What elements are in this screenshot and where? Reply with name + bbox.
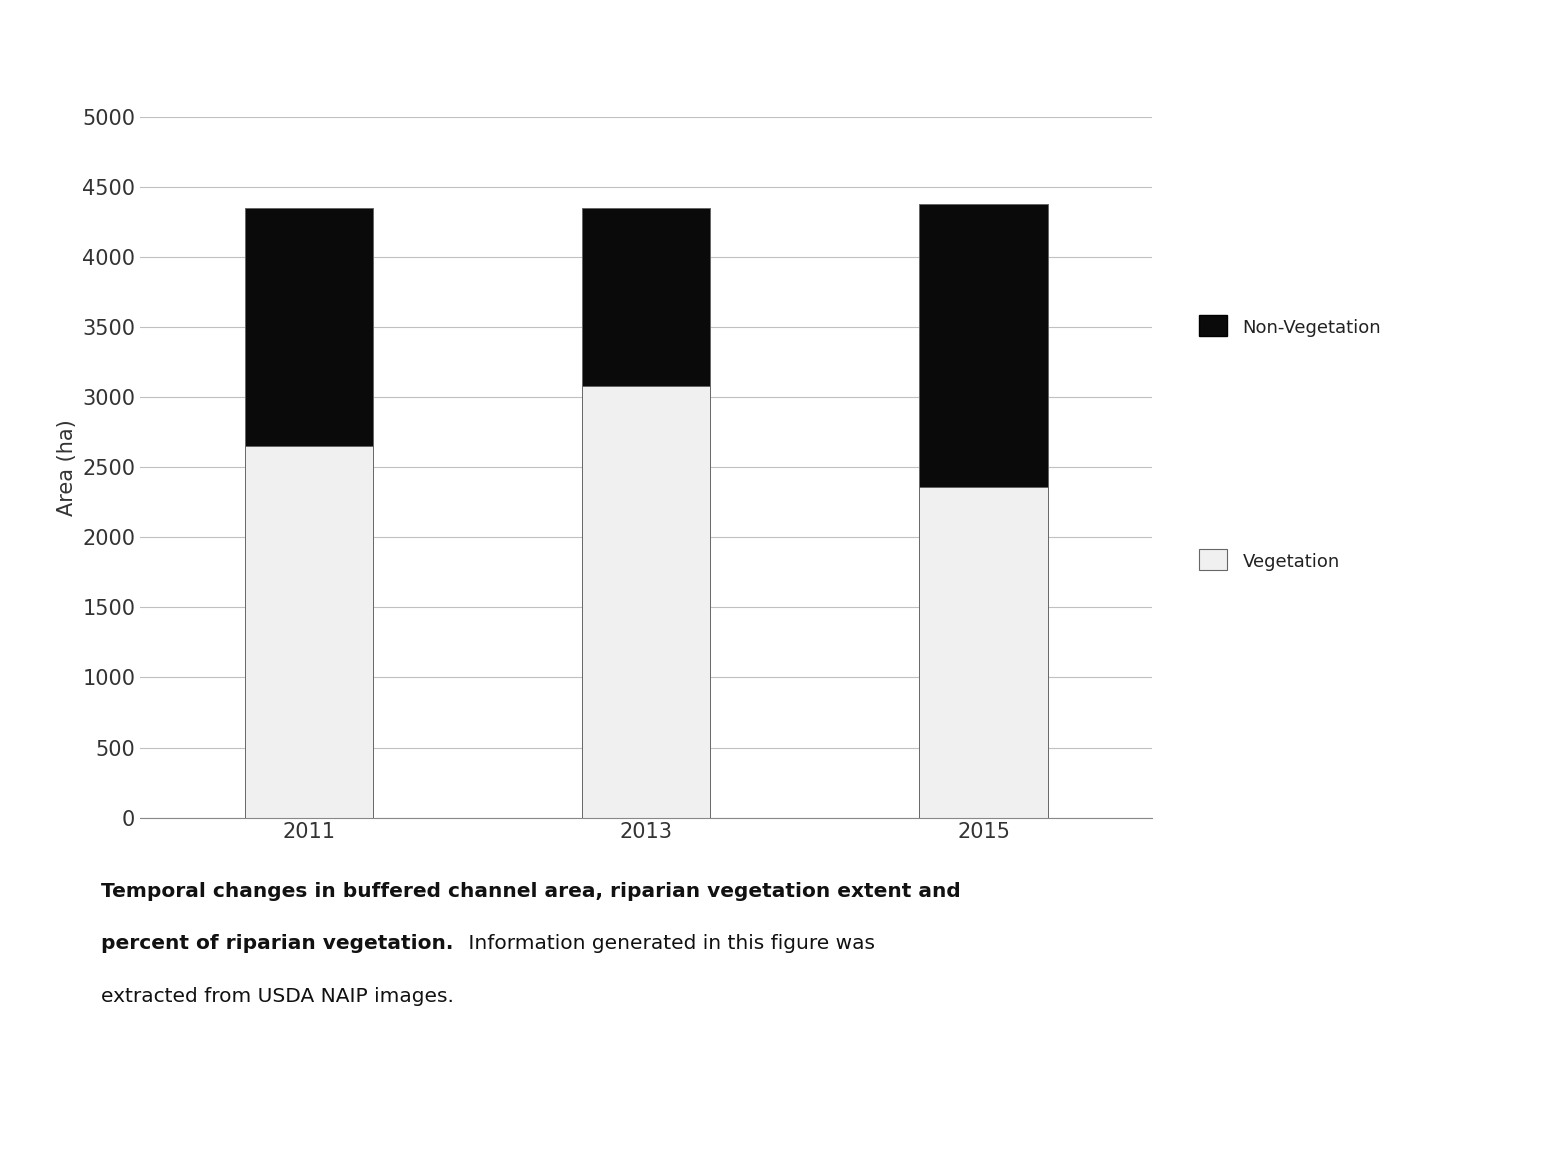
Text: Information generated in this figure was: Information generated in this figure was <box>462 934 875 953</box>
Text: percent of riparian vegetation.: percent of riparian vegetation. <box>101 934 453 953</box>
Text: Non-Vegetation: Non-Vegetation <box>1242 319 1381 338</box>
Text: extracted from USDA NAIP images.: extracted from USDA NAIP images. <box>101 987 455 1006</box>
Y-axis label: Area (ha): Area (ha) <box>56 419 76 515</box>
Bar <box>919 203 1048 487</box>
Bar <box>244 446 374 818</box>
Text: Temporal changes in buffered channel area, riparian vegetation extent and: Temporal changes in buffered channel are… <box>101 882 961 901</box>
Bar <box>244 208 374 446</box>
Text: Vegetation: Vegetation <box>1242 552 1339 571</box>
Bar <box>582 385 710 818</box>
Bar <box>582 208 710 385</box>
Bar <box>919 487 1048 818</box>
